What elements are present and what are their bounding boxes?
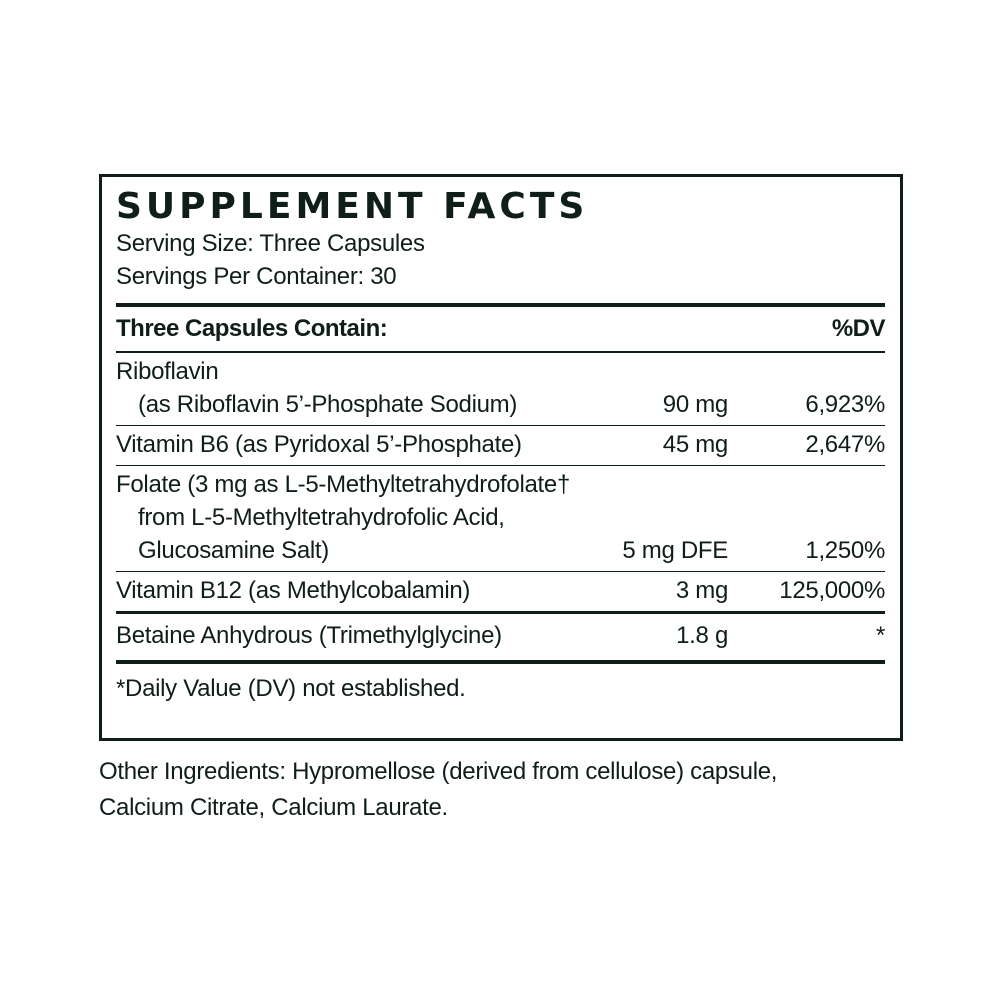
divider [116, 465, 885, 466]
table-row: Betaine Anhydrous (Trimethylglycine) 1.8… [116, 614, 885, 660]
divider [116, 571, 885, 572]
amount: 3 mg [675, 577, 728, 604]
amount: 5 mg DFE [622, 537, 728, 564]
divider [116, 425, 885, 426]
supplement-facts-panel: SUPPLEMENT FACTS Serving Size: Three Cap… [99, 174, 903, 741]
daily-value: 2,647% [805, 431, 885, 458]
ingredient-name: from L-5-Methyltetrahydrofolic Acid, [138, 504, 505, 531]
other-ingredients: Other Ingredients: Hypromellose (derived… [99, 754, 777, 826]
amount: 45 mg [662, 431, 729, 458]
daily-value: 6,923% [805, 391, 885, 418]
daily-value: 1,250% [805, 537, 885, 564]
header-dv: %DV [831, 315, 886, 342]
divider [116, 611, 885, 614]
divider [116, 660, 885, 664]
divider [116, 351, 885, 353]
daily-value: * [875, 622, 885, 649]
other-ingredients-line: Other Ingredients: Hypromellose (derived… [99, 758, 778, 785]
divider [116, 303, 885, 307]
ingredient-name: (as Riboflavin 5’-Phosphate Sodium) [138, 391, 518, 418]
ingredient-name: Glucosamine Salt) [138, 537, 329, 564]
footnote: *Daily Value (DV) not established. [116, 675, 466, 702]
serving-size: Serving Size: Three Capsules [116, 230, 425, 257]
ingredient-name: Betaine Anhydrous (Trimethylglycine) [116, 622, 502, 649]
table-header: Three Capsules Contain: %DV [116, 307, 886, 351]
table-row: Vitamin B6 (as Pyridoxal 5’-Phosphate) 4… [116, 426, 885, 465]
table-row: Folate (3 mg as L-5-Methyltetrahydrofola… [116, 466, 885, 571]
header-label: Three Capsules Contain: [116, 315, 388, 342]
ingredient-name: Vitamin B6 (as Pyridoxal 5’-Phosphate) [116, 431, 522, 458]
ingredient-name: Folate (3 mg as L-5-Methyltetrahydrofola… [116, 471, 570, 498]
ingredient-name: Vitamin B12 (as Methylcobalamin) [116, 577, 471, 604]
servings-per-container: Servings Per Container: 30 [116, 263, 397, 290]
table-row: Riboflavin (as Riboflavin 5’-Phosphate S… [116, 353, 885, 425]
other-ingredients-line: Calcium Citrate, Calcium Laurate. [99, 794, 448, 821]
daily-value: 125,000% [779, 577, 885, 604]
panel-title: SUPPLEMENT FACTS [116, 186, 589, 227]
amount: 1.8 g [676, 622, 728, 649]
table-row: Vitamin B12 (as Methylcobalamin) 3 mg 12… [116, 572, 885, 611]
ingredient-name: Riboflavin [116, 358, 219, 385]
amount: 90 mg [662, 391, 729, 418]
